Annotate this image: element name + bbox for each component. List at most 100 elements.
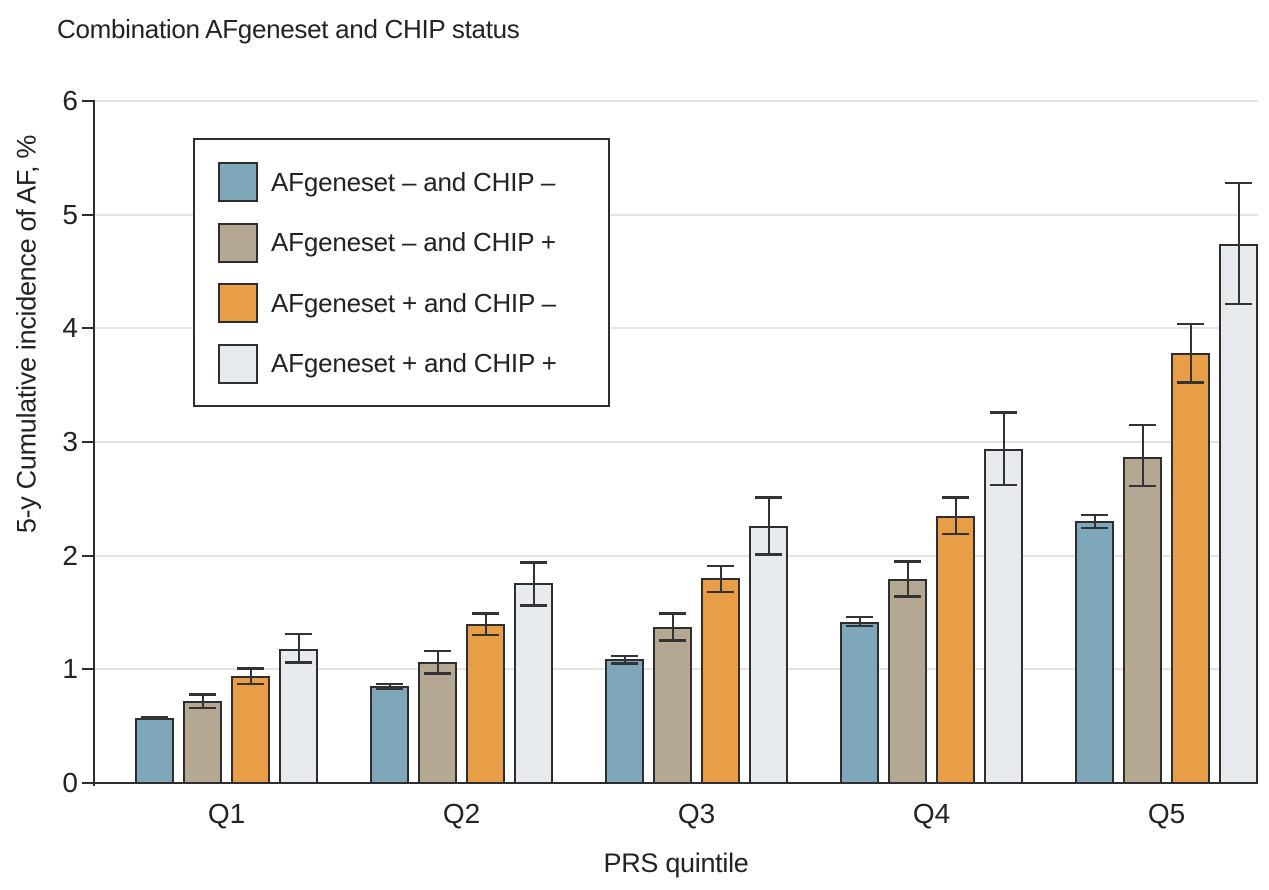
error-bar-q3-s1 — [611, 654, 638, 665]
error-cap — [141, 717, 168, 721]
legend-swatch — [218, 162, 258, 202]
bar-q3-s1 — [605, 659, 644, 784]
x-tick-label-q1: Q1 — [207, 798, 246, 829]
error-stem — [954, 496, 957, 536]
error-cap — [189, 706, 216, 710]
bar-q3-s4 — [749, 526, 788, 784]
error-bar-q5-s3 — [1177, 322, 1204, 384]
error-bar-q2-s1 — [376, 682, 403, 690]
bar-q5-s3 — [1171, 353, 1210, 784]
y-tick-2 — [82, 554, 93, 557]
bar-q2-s1 — [370, 686, 409, 784]
y-tick-label-0: 0 — [62, 767, 78, 798]
y-axis-line — [92, 100, 95, 786]
y-tick-label-5: 5 — [62, 198, 78, 230]
legend-item-1: AFgeneset – and CHIP – — [218, 162, 608, 202]
error-cap — [942, 532, 969, 536]
gridline-2 — [94, 554, 1258, 557]
error-cap — [755, 553, 782, 556]
gridline-6 — [94, 99, 1258, 102]
y-tick-4 — [82, 327, 93, 330]
error-bar-q1-s2 — [189, 693, 216, 710]
error-bar-q3-s2 — [659, 612, 686, 642]
error-bar-q4-s4 — [990, 411, 1017, 487]
x-tick-label-q3: Q3 — [677, 798, 716, 829]
error-cap — [659, 639, 686, 642]
error-cap — [285, 632, 312, 636]
y-tick-5 — [82, 213, 93, 216]
error-cap — [894, 560, 921, 563]
error-stem — [906, 560, 909, 598]
bar-q5-s4 — [1219, 244, 1258, 784]
error-bar-q2-s4 — [520, 561, 547, 607]
y-tick-label-4: 4 — [62, 312, 78, 344]
error-cap — [990, 411, 1017, 414]
error-stem — [249, 667, 252, 686]
error-bar-q5-s1 — [1081, 513, 1108, 530]
error-cap — [520, 561, 547, 564]
bar-q4-s4 — [984, 448, 1023, 784]
legend-swatch — [218, 283, 258, 323]
error-cap — [1225, 302, 1252, 306]
error-bar-q4-s3 — [942, 496, 969, 536]
legend-label: AFgeneset – and CHIP + — [271, 227, 556, 257]
error-bar-q2-s3 — [472, 612, 499, 637]
x-axis-line — [92, 782, 1258, 785]
error-cap — [1081, 526, 1108, 530]
bar-q4-s3 — [936, 515, 975, 784]
x-tick-label-q5: Q5 — [1147, 798, 1186, 829]
bar-q1-s4 — [279, 648, 318, 784]
gridline-3 — [94, 440, 1258, 443]
error-cap — [285, 661, 312, 664]
error-cap — [894, 595, 921, 598]
error-stem — [858, 615, 861, 628]
error-bar-q4-s1 — [846, 615, 873, 628]
bar-q2-s2 — [418, 662, 457, 784]
legend-label: AFgeneset + and CHIP + — [271, 348, 557, 378]
error-cap — [1177, 381, 1204, 384]
legend-item-3: AFgeneset + and CHIP – — [218, 283, 608, 323]
y-tick-label-6: 6 — [62, 84, 78, 116]
error-stem — [767, 496, 770, 556]
error-stem — [671, 612, 674, 642]
error-cap — [990, 483, 1017, 487]
error-stem — [719, 564, 722, 594]
x-axis-title: PRS quintile — [603, 848, 749, 878]
bar-q4-s1 — [840, 621, 879, 784]
y-tick-1 — [82, 668, 93, 671]
gridline-4 — [94, 327, 1258, 330]
gridline-5 — [94, 213, 1258, 216]
bar-q1-s2 — [183, 701, 222, 784]
y-tick-0 — [82, 782, 93, 784]
legend-label: AFgeneset – and CHIP – — [271, 166, 556, 197]
bar-q5-s2 — [1123, 456, 1162, 784]
bar-q2-s4 — [514, 582, 553, 784]
legend: AFgeneset – and CHIP – AFgeneset – and CH… — [193, 138, 610, 407]
error-stem — [1189, 322, 1192, 384]
error-cap — [1129, 423, 1156, 427]
x-tick-label-q2: Q2 — [442, 798, 481, 829]
error-bar-q4-s2 — [894, 560, 921, 598]
chart-title: Combination AFgeneset and CHIP status — [57, 14, 520, 44]
error-stem — [623, 654, 626, 665]
bar-q4-s2 — [888, 579, 927, 784]
bar-q5-s1 — [1075, 521, 1114, 784]
legend-label: AFgeneset + and CHIP – — [271, 287, 556, 318]
error-cap — [611, 654, 638, 658]
error-cap — [1129, 484, 1156, 488]
error-cap — [1225, 181, 1252, 185]
error-cap — [237, 667, 264, 670]
error-stem — [1237, 181, 1240, 306]
legend-item-4: AFgeneset + and CHIP + — [218, 343, 608, 384]
error-bar-q2-s2 — [424, 649, 451, 675]
error-cap — [659, 612, 686, 615]
error-cap — [141, 715, 168, 719]
bar-q1-s1 — [135, 718, 174, 784]
error-bar-q1-s1 — [141, 715, 168, 721]
y-tick-label-3: 3 — [62, 425, 78, 457]
error-bar-q3-s4 — [755, 496, 782, 556]
error-bar-q5-s4 — [1225, 181, 1252, 306]
error-bar-q5-s2 — [1129, 423, 1156, 488]
error-bar-q3-s3 — [707, 564, 734, 594]
